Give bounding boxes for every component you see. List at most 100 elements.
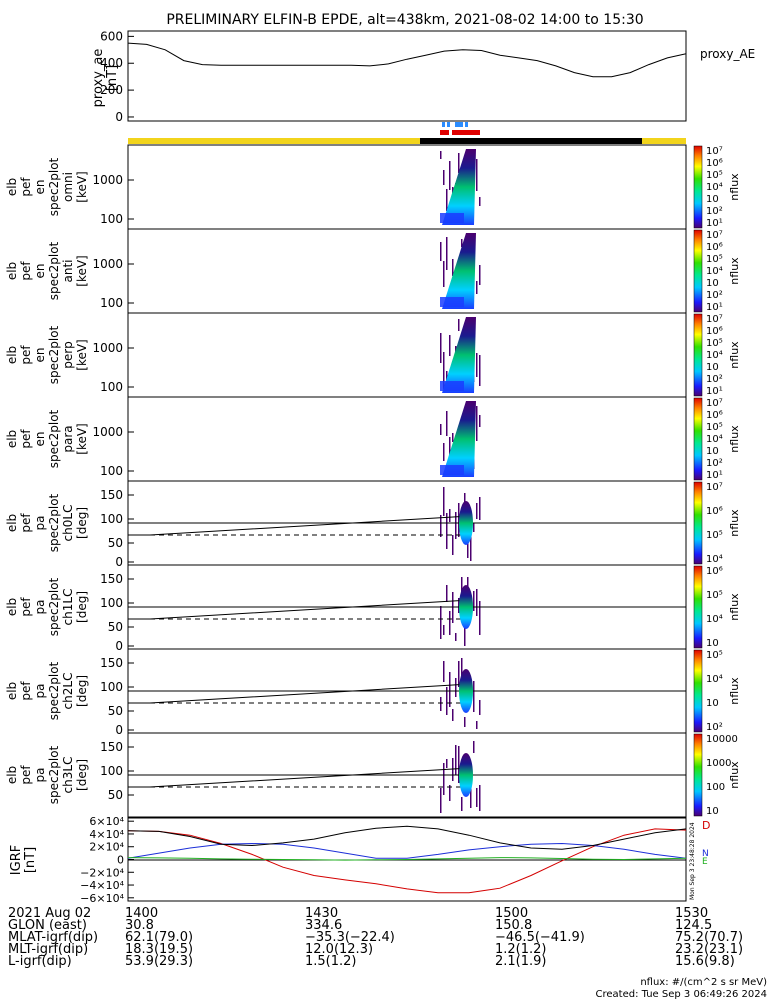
spec-ylabel: [deg] (75, 591, 89, 623)
footer-row-value: 53.9(29.3) (125, 955, 193, 968)
colorbar-tick: 10⁶ (706, 506, 723, 517)
spec-streak (440, 515, 442, 537)
spec-ylabel: [keV] (75, 423, 89, 454)
spec-ylabel: elb (5, 346, 19, 364)
spec-ylabel: para (61, 425, 75, 452)
spec-ytick-label: 1000 (92, 341, 123, 355)
colorbar-tick: 10⁵ (706, 650, 723, 661)
spec-streak (446, 585, 448, 602)
spec-streak (479, 265, 481, 285)
spec-ylabel: [keV] (75, 339, 89, 370)
spec-streak (440, 697, 442, 711)
colorbar-tick: 10⁳ (706, 278, 719, 289)
spec-streak (458, 661, 460, 687)
colorbar-tick: 10⁵ (706, 590, 723, 601)
proxy-ae-panel: 600 400 200 0 proxy_ae [nT] proxy_AE (91, 29, 755, 124)
igrf-ytick-label: 2×10⁴ (89, 841, 124, 854)
ephemeris-black (420, 138, 642, 144)
igrf-ytick-label: −4×10⁴ (80, 879, 124, 892)
spec-streak (476, 721, 478, 729)
footer-row-value: 15.6(9.8) (675, 955, 735, 968)
colorbar-strip (694, 734, 702, 816)
spec-streak (452, 535, 454, 555)
spec-streak (476, 353, 478, 377)
spec-ytick-label: 150 (100, 488, 123, 502)
igrf-panel: 6×10⁴4×10⁴2×10⁴0−2×10⁴−4×10⁴−6×10⁴ IGRF … (9, 815, 710, 905)
pa-flux-core (459, 501, 473, 545)
spec-ylabel: elb (5, 682, 19, 700)
colorbar-tick: 10⁳ (706, 194, 719, 205)
ephemeris-yellow-left (128, 138, 420, 144)
spec-streak (443, 625, 445, 635)
science-red-bar-2 (452, 130, 480, 135)
pa-loss-cone-line (128, 600, 470, 619)
spec-ylabel: omni (61, 172, 75, 202)
spec-streak (440, 606, 442, 639)
spec-low-energy-band (440, 465, 464, 475)
colorbar-tick: 10⁷ (706, 482, 723, 493)
spec-streak (443, 487, 445, 516)
ephemeris-footer: 2021 Aug 02 1400 1430 1500 1530 GLON (east) 30… (8, 907, 768, 967)
proxy-ae-ytick-label: 600 (100, 29, 123, 43)
spec-streak (473, 591, 475, 611)
spec-panel-7: elb pef pa spec2plot ch3LC [deg] 150 100 50 10000… (5, 733, 741, 817)
spec-streak (464, 717, 466, 727)
spec-streak (443, 443, 445, 461)
colorbar-strip (694, 398, 702, 480)
spec-streak (479, 355, 481, 386)
spec-ylabel: anti (61, 260, 75, 283)
spec-ytick-label: 100 (100, 764, 123, 778)
colorbar-tick: 10⁶ (706, 326, 723, 337)
spec-streak (440, 424, 442, 435)
science-blue-tick-3 (455, 122, 463, 127)
spec-ylabel: pef (19, 429, 33, 449)
colorbar-1: 10⁷10⁶10⁵10⁴10⁳10²10¹nflux (694, 230, 741, 313)
spec-ylabel: ch0LC (61, 505, 75, 542)
colorbar-tick: 10⁴ (706, 674, 723, 685)
proxy-ae-line (128, 43, 686, 77)
spec-streak (479, 601, 481, 635)
spec-ylabel: pa (33, 684, 47, 699)
science-blue-tick-2 (447, 122, 450, 127)
colorbar-tick: 10¹ (706, 218, 723, 229)
spec-ylabel: [deg] (75, 507, 89, 539)
spec-streak (476, 503, 478, 519)
spec-streak (446, 759, 448, 768)
spec-streak (455, 745, 457, 775)
colorbar-0: 10⁷10⁶10⁵10⁴10⁳10²10¹nflux (694, 146, 741, 229)
colorbar-tick: 10⁴ (706, 614, 723, 625)
spec-streak (449, 335, 451, 356)
spec-streak (479, 497, 481, 520)
colorbar-tick: 10⁵ (706, 422, 723, 433)
pa-flux-core (459, 753, 473, 797)
spec-ytick-label: 100 (100, 596, 123, 610)
spec-streak (443, 763, 445, 795)
spec-ytick-label: 0 (115, 639, 123, 653)
igrf-series-line (128, 829, 686, 893)
colorbar-tick: 10⁶ (706, 242, 723, 253)
spec-streak (476, 281, 478, 294)
spec-ylabel: elb (5, 598, 19, 616)
colorbar-tick: 10⁳ (706, 362, 719, 373)
colorbar-tick: 10⁴ (706, 434, 723, 445)
colorbar-tick: 10⁵ (706, 338, 723, 349)
colorbar-tick: 10¹ (706, 302, 723, 313)
spec-ylabel: spec2plot (47, 493, 61, 552)
colorbar-tick: 10⁴ (706, 350, 723, 361)
footer-row-label: L-igrf(dip) (8, 955, 72, 968)
spec-ytick-label: 1000 (92, 425, 123, 439)
colorbar-tick: 10² (706, 206, 723, 217)
spec-panel-0: elb pef en spec2plot omni [keV] 100010010⁷10⁶1… (5, 145, 741, 229)
igrf-ytick-label: −6×10⁴ (80, 892, 124, 905)
spec-ylabel: spec2plot (47, 577, 61, 636)
spec-streak (479, 700, 481, 715)
igrf-side-note: Mon Sep 3 23:48:28 2024 (689, 822, 696, 900)
colorbar-tick: 10 (706, 806, 719, 817)
colorbar-tick: 10⁵ (706, 530, 723, 541)
spec-ylabel: elb (5, 514, 19, 532)
igrf-ytick-label: 6×10⁴ (89, 815, 124, 828)
spec-ytick-label: 100 (100, 512, 123, 526)
spec-panel-6: elb pef pa spec2plot ch2LC [deg]15010050010⁵1… (5, 649, 741, 737)
spec-streak (476, 159, 478, 191)
spec-ylabel: [deg] (75, 759, 89, 791)
